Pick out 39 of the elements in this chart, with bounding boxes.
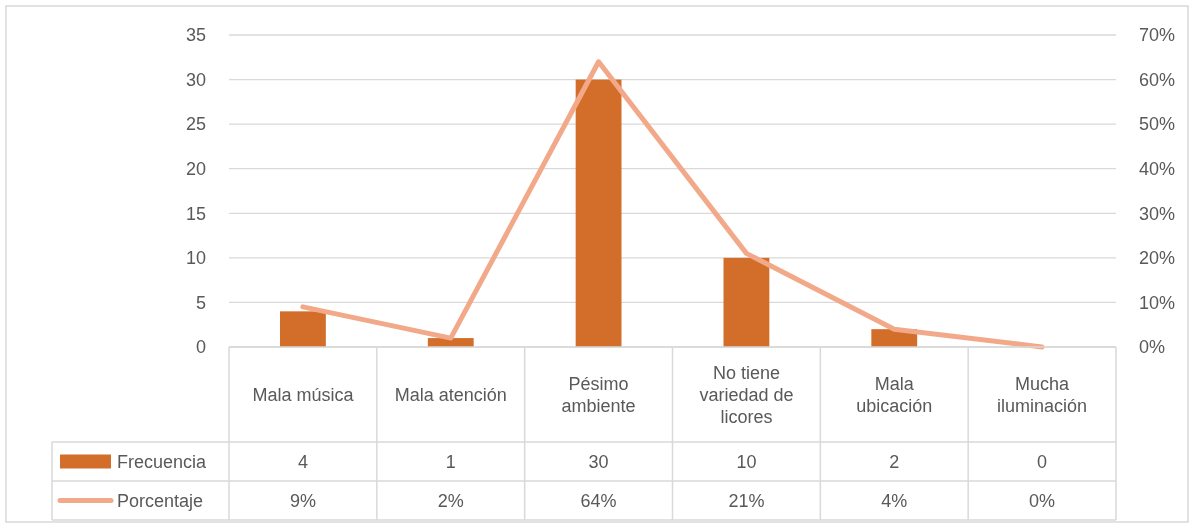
data-label: 30	[588, 451, 609, 472]
data-label: 0	[1037, 451, 1048, 472]
y2-tick-label: 60%	[1139, 69, 1176, 90]
data-label: 10	[736, 451, 757, 472]
y-tick-label: 15	[185, 203, 206, 224]
y2-tick-label: 70%	[1139, 25, 1176, 46]
data-label: 2	[889, 451, 900, 472]
x-tick-label: No tiene variedad de licores	[699, 362, 794, 427]
bar	[575, 79, 622, 347]
data-label: 4	[297, 451, 308, 472]
data-label: 0%	[1029, 490, 1056, 511]
y-tick-label: 20	[185, 159, 206, 180]
y2-tick-label: 20%	[1139, 248, 1176, 269]
data-label: 9%	[289, 490, 316, 511]
x-tick-label: Mala música	[252, 384, 355, 405]
bar	[723, 257, 770, 347]
data-label: 64%	[580, 490, 617, 511]
y-tick-label: 30	[185, 69, 206, 90]
y-tick-label: 0	[195, 337, 206, 358]
y2-tick-label: 30%	[1139, 203, 1176, 224]
y-tick-label: 25	[185, 114, 206, 135]
y2-tick-label: 50%	[1139, 114, 1176, 135]
legend-label: Frecuencia	[117, 451, 208, 472]
data-label: 4%	[881, 490, 908, 511]
data-label: 1	[445, 451, 456, 472]
y-tick-label: 35	[185, 25, 206, 46]
y2-tick-label: 0%	[1139, 337, 1166, 358]
y-tick-label: 5	[195, 292, 206, 313]
x-tick-label: Mala atención	[394, 384, 507, 405]
data-label: 21%	[728, 490, 765, 511]
x-tick-label: Mucha iluminación	[997, 373, 1088, 416]
x-tick-label: Pésimo ambiente	[561, 373, 636, 416]
y-tick-label: 10	[185, 248, 206, 269]
y2-tick-label: 10%	[1139, 292, 1176, 313]
bar	[280, 311, 326, 347]
data-label: 2%	[437, 490, 464, 511]
x-tick-label: Mala ubicación	[856, 373, 933, 416]
y2-tick-label: 40%	[1139, 159, 1176, 180]
legend-label: Porcentaje	[117, 490, 204, 511]
